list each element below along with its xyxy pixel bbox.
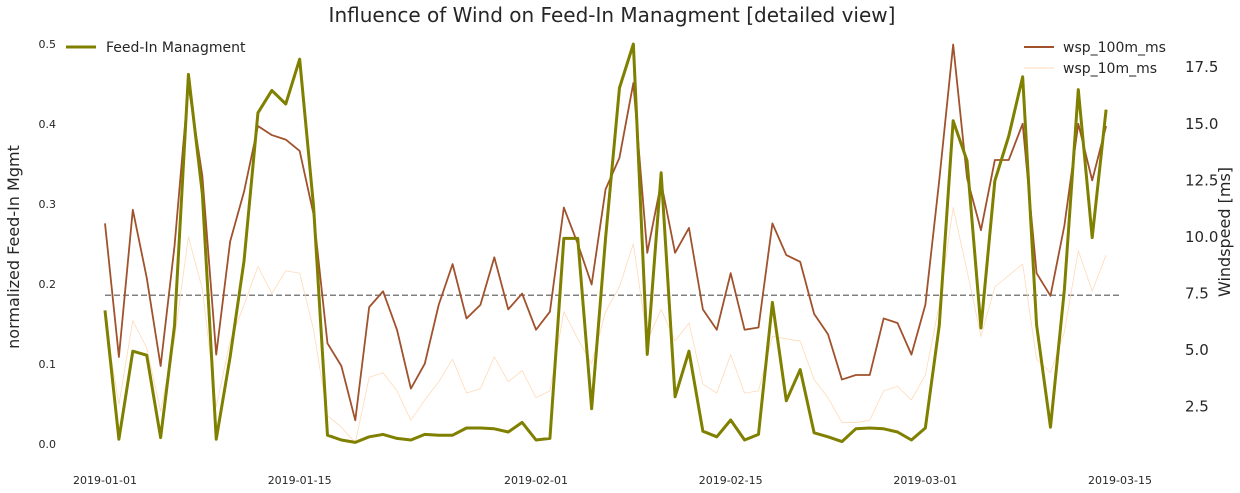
legend-left: Feed-In Managment <box>66 40 246 56</box>
right-y-axis-label: Windspeed [ms] <box>1215 167 1234 297</box>
right-tick-label: 12.5 <box>1185 171 1218 189</box>
x-tick-label: 2019-03-15 <box>1088 474 1152 487</box>
right-tick-label: 17.5 <box>1185 58 1218 76</box>
series-line-feed-in-managment <box>103 42 1108 444</box>
x-tick-label: 2019-03-01 <box>893 474 957 487</box>
right-tick-label: 10.0 <box>1185 228 1218 246</box>
legend-label-wsp-100m: wsp_100m_ms <box>1063 40 1166 56</box>
left-tick-label: 0.1 <box>39 358 57 371</box>
x-tick-label: 2019-02-15 <box>699 474 763 487</box>
x-tick-label: 2019-01-01 <box>73 474 137 487</box>
right-tick-label: 15.0 <box>1185 115 1218 133</box>
x-tick-label: 2019-01-15 <box>268 474 332 487</box>
left-tick-label: 0.2 <box>39 278 57 291</box>
x-tick-label: 2019-02-01 <box>504 474 568 487</box>
left-tick-label: 0.5 <box>39 38 57 51</box>
right-tick-label: 2.5 <box>1185 398 1209 416</box>
legend-label-wsp-10m: wsp_10m_ms <box>1063 61 1157 77</box>
series-line-wsp-100m-ms <box>104 43 1107 422</box>
left-tick-label: 0.3 <box>39 198 57 211</box>
left-tick-label: 0.0 <box>39 438 57 451</box>
right-tick-label: 7.5 <box>1185 285 1209 303</box>
left-y-axis: 0.0 0.1 0.2 0.3 0.4 0.5 <box>39 38 57 451</box>
x-axis: 2019-01-01 2019-01-15 2019-02-01 2019-02-15… <box>73 474 1152 487</box>
series-group <box>103 42 1108 444</box>
left-tick-label: 0.4 <box>39 118 57 131</box>
right-y-axis: 2.5 5.0 7.5 10.0 12.5 15.0 17.5 <box>1185 58 1218 416</box>
legend-label-feed-in: Feed-In Managment <box>106 40 246 56</box>
left-y-axis-label: normalized Feed-In Mgmt <box>4 145 23 349</box>
chart-title: Influence of Wind on Feed-In Managment [… <box>329 3 896 27</box>
legend-right: wsp_100m_ms wsp_10m_ms <box>1024 40 1166 77</box>
right-tick-label: 5.0 <box>1185 341 1209 359</box>
